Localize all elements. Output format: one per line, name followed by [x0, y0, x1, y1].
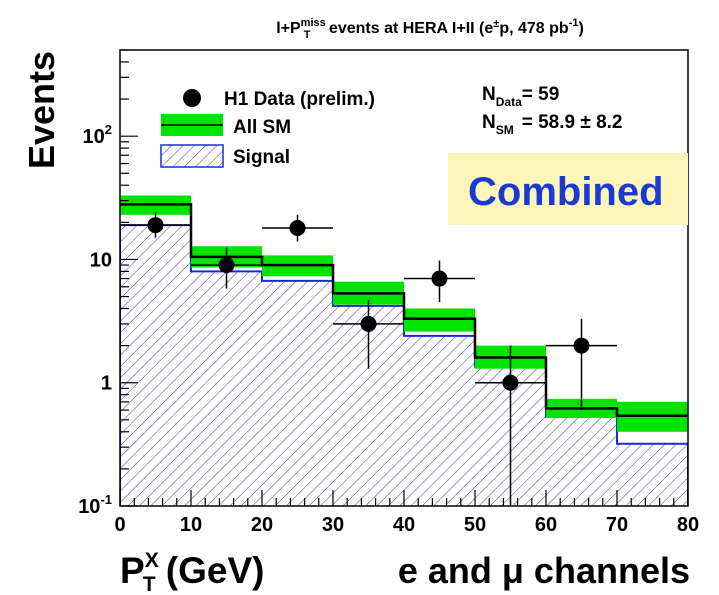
legend-signal-label: Signal	[233, 147, 290, 168]
signal-bar	[404, 335, 475, 506]
x-axis-label: PX T (GeV)	[120, 549, 265, 595]
chart-title: l+Pmiss T events at HERA I+II (e±p, 478 p…	[276, 17, 584, 41]
x-tick-label: 0	[114, 514, 125, 536]
y-tick-label: 102	[83, 122, 112, 148]
annotation-text: Combined	[468, 170, 664, 214]
legend-data-label: H1 Data (prelim.)	[224, 89, 375, 110]
x-tick-label: 20	[251, 514, 273, 536]
n-sm-text: NSM = 58.9 ± 8.2	[482, 112, 623, 137]
y-tick-label: 10-1	[78, 492, 112, 518]
signal-bar	[546, 416, 617, 506]
stats-box: NData= 59 NSM = 58.9 ± 8.2	[482, 84, 623, 137]
x-axis-channel-label: e and μ channels	[398, 550, 690, 591]
y-tick-label: 10	[90, 249, 112, 271]
x-tick-label: 60	[535, 514, 557, 536]
y-tick-label: 1	[101, 373, 112, 395]
legend-signal-swatch	[160, 144, 224, 168]
legend-data-marker	[183, 89, 201, 107]
signal-bar	[120, 225, 191, 506]
x-tick-label: 30	[322, 514, 344, 536]
data-point	[573, 337, 590, 354]
signal-bar	[617, 443, 688, 506]
data-point	[502, 374, 519, 391]
x-tick-label: 50	[464, 514, 486, 536]
data-point	[431, 270, 448, 287]
legend-sm-label: All SM	[233, 117, 291, 138]
x-tick-label: 70	[606, 514, 628, 536]
annotation-box: Combined	[448, 153, 688, 225]
signal-bar	[191, 271, 262, 506]
data-point	[360, 315, 377, 332]
annotation-background	[448, 153, 688, 225]
legend: H1 Data (prelim.) All SM Signal	[160, 89, 375, 168]
signal-bar	[262, 280, 333, 506]
data-point	[147, 217, 164, 234]
x-tick-label: 80	[677, 514, 699, 536]
data-point	[289, 219, 306, 236]
n-data-text: NData= 59	[482, 84, 559, 109]
x-tick-label: 40	[393, 514, 415, 536]
data-point	[218, 257, 235, 274]
x-tick-label: 10	[180, 514, 202, 536]
y-axis-label: Events	[21, 51, 62, 169]
